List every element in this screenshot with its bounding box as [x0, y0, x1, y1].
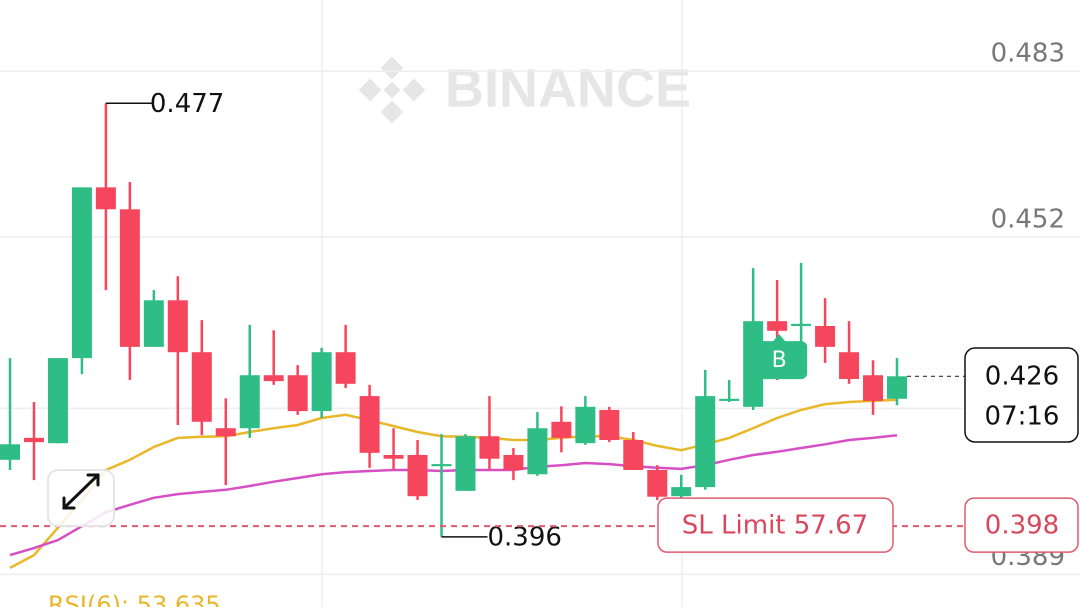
candle-body [239, 375, 260, 429]
candle-body [119, 209, 140, 347]
candle-body [839, 352, 860, 379]
candle-body [431, 464, 452, 467]
candle-body [815, 325, 836, 347]
candle-body [287, 375, 308, 412]
candle-body [623, 439, 644, 470]
candle-body [647, 469, 668, 497]
candle-body [527, 428, 548, 475]
expand-icon [62, 473, 100, 510]
countdown: 07:16 [985, 402, 1060, 432]
expand-button[interactable] [47, 469, 115, 527]
candle-body [863, 375, 884, 401]
buy-marker-bg [751, 334, 808, 380]
stop-loss-box [657, 497, 894, 553]
high-label: 0.477 [150, 89, 224, 119]
candle-body [359, 396, 380, 453]
candle-body [791, 323, 812, 326]
candle-body [47, 358, 68, 444]
y-tick-label: 0.452 [991, 205, 1065, 235]
candle-body [407, 454, 428, 497]
last-price: 0.426 [985, 362, 1059, 392]
candle-body [767, 321, 788, 331]
ma-line [9, 398, 898, 570]
stop-loss-price-box [964, 497, 1079, 553]
candle-body [23, 437, 44, 443]
low-label: 0.396 [488, 522, 562, 552]
candle-body [671, 487, 692, 497]
candle-body [695, 396, 716, 488]
indicator-label: RSI(6): 53.635 [48, 591, 221, 607]
watermark-logo [358, 56, 426, 124]
y-tick-label: 0.483 [991, 39, 1065, 69]
candle-body [479, 436, 500, 459]
stop-loss-price: 0.398 [985, 511, 1059, 541]
candle-body [575, 406, 596, 444]
candle-body [95, 187, 116, 210]
candle-body [191, 352, 212, 422]
candle-body [167, 300, 188, 353]
ma-line [9, 433, 898, 557]
buy-marker: B [772, 348, 787, 373]
watermark: BINANCE [445, 58, 691, 118]
candle-body [599, 410, 620, 440]
candle-body [143, 300, 164, 347]
candle-body [455, 436, 476, 491]
candle-body [551, 421, 572, 438]
candle-body [263, 375, 284, 382]
candle-body [503, 454, 524, 470]
candle-body [215, 428, 236, 437]
candle-body [335, 352, 356, 384]
candle-body [887, 376, 907, 399]
candle-body [311, 352, 332, 412]
candle-body [71, 187, 92, 359]
candle-body [719, 398, 740, 401]
last-price-box [964, 347, 1079, 443]
stop-loss-label: SL Limit 57.67 [682, 511, 868, 541]
candle-body [0, 444, 20, 460]
candle-body [383, 454, 404, 459]
